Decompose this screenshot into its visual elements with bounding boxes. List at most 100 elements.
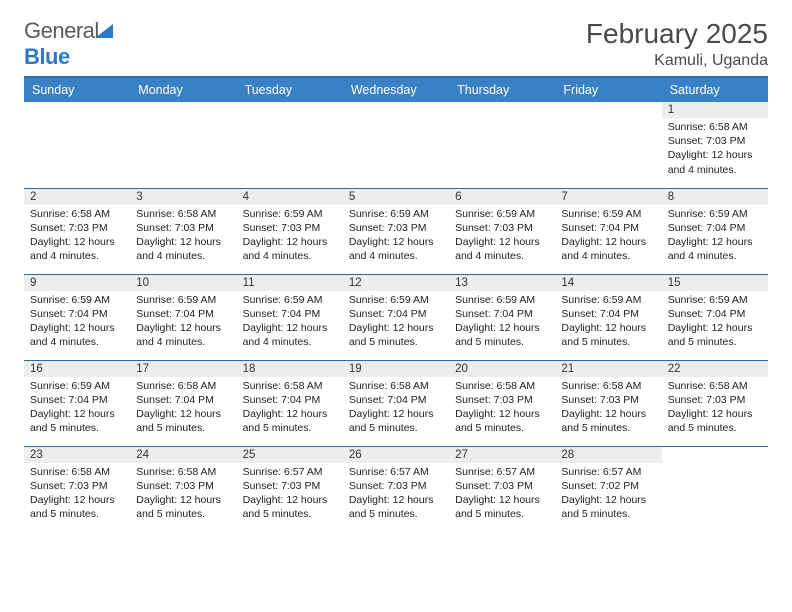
sunrise-text: Sunrise: 6:58 AM xyxy=(30,207,124,221)
day-header: Sunday xyxy=(24,78,130,102)
day-number: 13 xyxy=(449,275,555,291)
day-info: Sunrise: 6:58 AMSunset: 7:03 PMDaylight:… xyxy=(555,377,661,440)
day-cell: 7Sunrise: 6:59 AMSunset: 7:04 PMDaylight… xyxy=(555,188,661,274)
sunset-text: Sunset: 7:02 PM xyxy=(561,479,655,493)
day-cell: 22Sunrise: 6:58 AMSunset: 7:03 PMDayligh… xyxy=(662,360,768,446)
day-cell: 12Sunrise: 6:59 AMSunset: 7:04 PMDayligh… xyxy=(343,274,449,360)
week-row: 2Sunrise: 6:58 AMSunset: 7:03 PMDaylight… xyxy=(24,188,768,274)
sunrise-text: Sunrise: 6:57 AM xyxy=(349,465,443,479)
sunset-text: Sunset: 7:04 PM xyxy=(349,393,443,407)
day-info: Sunrise: 6:59 AMSunset: 7:03 PMDaylight:… xyxy=(343,205,449,268)
day-number: 3 xyxy=(130,189,236,205)
header: General Blue February 2025 Kamuli, Ugand… xyxy=(24,18,768,70)
day-header: Monday xyxy=(130,78,236,102)
sunset-text: Sunset: 7:03 PM xyxy=(455,221,549,235)
sunrise-text: Sunrise: 6:58 AM xyxy=(136,207,230,221)
sunrise-text: Sunrise: 6:59 AM xyxy=(349,293,443,307)
day-info: Sunrise: 6:58 AMSunset: 7:04 PMDaylight:… xyxy=(130,377,236,440)
day-info: Sunrise: 6:58 AMSunset: 7:03 PMDaylight:… xyxy=(449,377,555,440)
day-info: Sunrise: 6:59 AMSunset: 7:04 PMDaylight:… xyxy=(555,205,661,268)
day-info: Sunrise: 6:58 AMSunset: 7:03 PMDaylight:… xyxy=(24,463,130,526)
day-number: 24 xyxy=(130,447,236,463)
sunrise-text: Sunrise: 6:58 AM xyxy=(668,379,762,393)
daylight-text: Daylight: 12 hours and 5 minutes. xyxy=(349,493,443,521)
sunset-text: Sunset: 7:03 PM xyxy=(668,134,762,148)
day-number: 5 xyxy=(343,189,449,205)
day-number: 18 xyxy=(237,361,343,377)
day-info: Sunrise: 6:59 AMSunset: 7:04 PMDaylight:… xyxy=(662,205,768,268)
day-number: 2 xyxy=(24,189,130,205)
day-header: Saturday xyxy=(662,78,768,102)
daylight-text: Daylight: 12 hours and 5 minutes. xyxy=(668,321,762,349)
sunset-text: Sunset: 7:04 PM xyxy=(561,307,655,321)
sunrise-text: Sunrise: 6:58 AM xyxy=(455,379,549,393)
day-cell: 26Sunrise: 6:57 AMSunset: 7:03 PMDayligh… xyxy=(343,446,449,532)
day-cell: 2Sunrise: 6:58 AMSunset: 7:03 PMDaylight… xyxy=(24,188,130,274)
sunrise-text: Sunrise: 6:58 AM xyxy=(561,379,655,393)
day-number: 14 xyxy=(555,275,661,291)
day-cell: 21Sunrise: 6:58 AMSunset: 7:03 PMDayligh… xyxy=(555,360,661,446)
daylight-text: Daylight: 12 hours and 4 minutes. xyxy=(243,235,337,263)
day-header: Friday xyxy=(555,78,661,102)
sunset-text: Sunset: 7:03 PM xyxy=(455,479,549,493)
sunrise-text: Sunrise: 6:59 AM xyxy=(561,293,655,307)
sunrise-text: Sunrise: 6:59 AM xyxy=(668,207,762,221)
day-info: Sunrise: 6:57 AMSunset: 7:03 PMDaylight:… xyxy=(343,463,449,526)
month-title: February 2025 xyxy=(586,18,768,50)
daylight-text: Daylight: 12 hours and 5 minutes. xyxy=(668,407,762,435)
day-info: Sunrise: 6:59 AMSunset: 7:04 PMDaylight:… xyxy=(24,377,130,440)
sunrise-text: Sunrise: 6:59 AM xyxy=(136,293,230,307)
day-cell: 25Sunrise: 6:57 AMSunset: 7:03 PMDayligh… xyxy=(237,446,343,532)
day-number: 21 xyxy=(555,361,661,377)
daylight-text: Daylight: 12 hours and 5 minutes. xyxy=(30,493,124,521)
daylight-text: Daylight: 12 hours and 5 minutes. xyxy=(136,493,230,521)
daylight-text: Daylight: 12 hours and 5 minutes. xyxy=(561,493,655,521)
week-row: 1Sunrise: 6:58 AMSunset: 7:03 PMDaylight… xyxy=(24,102,768,188)
daylight-text: Daylight: 12 hours and 5 minutes. xyxy=(243,407,337,435)
day-number: 4 xyxy=(237,189,343,205)
day-cell: 28Sunrise: 6:57 AMSunset: 7:02 PMDayligh… xyxy=(555,446,661,532)
sunset-text: Sunset: 7:03 PM xyxy=(136,479,230,493)
daylight-text: Daylight: 12 hours and 5 minutes. xyxy=(349,321,443,349)
daylight-text: Daylight: 12 hours and 5 minutes. xyxy=(136,407,230,435)
day-cell: 14Sunrise: 6:59 AMSunset: 7:04 PMDayligh… xyxy=(555,274,661,360)
day-number: 26 xyxy=(343,447,449,463)
day-number: 8 xyxy=(662,189,768,205)
day-cell: 18Sunrise: 6:58 AMSunset: 7:04 PMDayligh… xyxy=(237,360,343,446)
sunset-text: Sunset: 7:04 PM xyxy=(30,307,124,321)
day-cell-blank xyxy=(24,102,130,188)
day-info: Sunrise: 6:58 AMSunset: 7:04 PMDaylight:… xyxy=(237,377,343,440)
brand-text: General Blue xyxy=(24,18,113,70)
day-number: 15 xyxy=(662,275,768,291)
sunset-text: Sunset: 7:03 PM xyxy=(561,393,655,407)
day-cell: 1Sunrise: 6:58 AMSunset: 7:03 PMDaylight… xyxy=(662,102,768,188)
day-number: 10 xyxy=(130,275,236,291)
sunrise-text: Sunrise: 6:59 AM xyxy=(243,293,337,307)
day-number: 16 xyxy=(24,361,130,377)
sunset-text: Sunset: 7:04 PM xyxy=(668,221,762,235)
daylight-text: Daylight: 12 hours and 5 minutes. xyxy=(561,407,655,435)
sunrise-text: Sunrise: 6:57 AM xyxy=(455,465,549,479)
daylight-text: Daylight: 12 hours and 4 minutes. xyxy=(455,235,549,263)
sunset-text: Sunset: 7:03 PM xyxy=(136,221,230,235)
day-cell: 11Sunrise: 6:59 AMSunset: 7:04 PMDayligh… xyxy=(237,274,343,360)
sunset-text: Sunset: 7:03 PM xyxy=(30,221,124,235)
day-cell: 4Sunrise: 6:59 AMSunset: 7:03 PMDaylight… xyxy=(237,188,343,274)
sunset-text: Sunset: 7:04 PM xyxy=(455,307,549,321)
day-cell: 6Sunrise: 6:59 AMSunset: 7:03 PMDaylight… xyxy=(449,188,555,274)
sunset-text: Sunset: 7:03 PM xyxy=(668,393,762,407)
sunset-text: Sunset: 7:04 PM xyxy=(30,393,124,407)
sunset-text: Sunset: 7:03 PM xyxy=(455,393,549,407)
day-header: Tuesday xyxy=(237,78,343,102)
sunset-text: Sunset: 7:04 PM xyxy=(136,307,230,321)
day-number: 19 xyxy=(343,361,449,377)
sunset-text: Sunset: 7:04 PM xyxy=(136,393,230,407)
sunrise-text: Sunrise: 6:58 AM xyxy=(243,379,337,393)
day-info: Sunrise: 6:59 AMSunset: 7:04 PMDaylight:… xyxy=(24,291,130,354)
day-info: Sunrise: 6:59 AMSunset: 7:04 PMDaylight:… xyxy=(449,291,555,354)
sunrise-text: Sunrise: 6:59 AM xyxy=(243,207,337,221)
week-row: 16Sunrise: 6:59 AMSunset: 7:04 PMDayligh… xyxy=(24,360,768,446)
daylight-text: Daylight: 12 hours and 4 minutes. xyxy=(668,235,762,263)
day-info: Sunrise: 6:58 AMSunset: 7:03 PMDaylight:… xyxy=(662,377,768,440)
day-cell: 9Sunrise: 6:59 AMSunset: 7:04 PMDaylight… xyxy=(24,274,130,360)
